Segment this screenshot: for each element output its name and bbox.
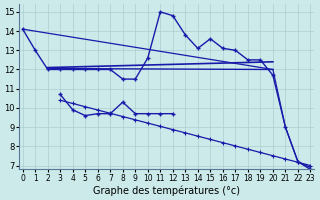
X-axis label: Graphe des températures (°c): Graphe des températures (°c) — [93, 185, 240, 196]
